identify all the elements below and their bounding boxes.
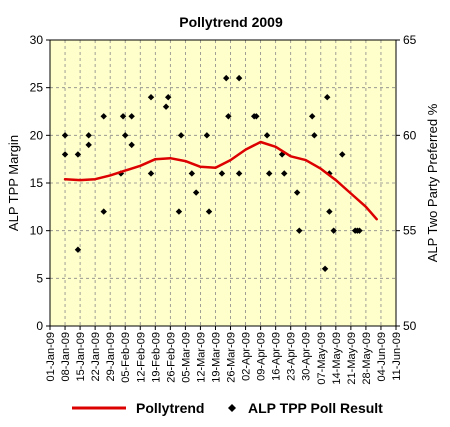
- poll-result-point: [235, 170, 243, 177]
- x-tick-label: 04-Jun-09: [376, 332, 388, 382]
- x-tick-label: 12-Feb-09: [135, 332, 147, 383]
- x-tick-label: 15-Jan-09: [75, 332, 87, 382]
- legend: Pollytrend ALP TPP Poll Result: [72, 400, 383, 416]
- x-tick-label: 12-Mar-09: [195, 332, 207, 383]
- poll-result-point: [192, 189, 200, 196]
- poll-result-point: [164, 94, 172, 101]
- y2-axis-title: ALP Two Party Preferred %: [425, 103, 440, 262]
- y-tick-label: 25: [30, 81, 44, 95]
- poll-result-point: [100, 113, 107, 120]
- poll-result-point: [162, 103, 170, 110]
- legend-label-poll-result: ALP TPP Poll Result: [248, 400, 383, 416]
- pollytrend-line-group: [63, 140, 378, 221]
- poll-result-point: [74, 246, 82, 253]
- poll-result-point: [311, 132, 318, 139]
- poll-result-point: [339, 151, 346, 158]
- x-tick-label: 22-Jan-09: [90, 332, 102, 382]
- y-axis-title: ALP TPP Margin: [6, 135, 21, 231]
- poll-result-point: [205, 208, 213, 215]
- poll-result-point: [177, 132, 185, 139]
- poll-result-point: [225, 113, 232, 120]
- poll-result-point: [293, 189, 301, 196]
- poll-result-point: [296, 227, 303, 234]
- poll-result-point: [235, 74, 243, 82]
- poll-result-point: [330, 227, 337, 234]
- poll-result-point: [203, 132, 211, 139]
- x-tick-label: 05-Feb-09: [120, 332, 132, 383]
- poll-result-point: [128, 113, 135, 120]
- poll-result-point: [147, 94, 155, 101]
- y-tick-label: 30: [30, 33, 44, 47]
- x-tick-label: 14-May-09: [331, 332, 343, 385]
- poll-result-point: [85, 141, 92, 149]
- x-tick-label: 19-Feb-09: [150, 332, 162, 383]
- x-tick-label: 01-Jan-09: [45, 332, 57, 382]
- legend-diamond-icon: [228, 404, 236, 412]
- poll-result-point: [308, 113, 316, 120]
- pollytrend-line: [63, 140, 378, 221]
- poll-result-point: [100, 208, 107, 215]
- legend-label-pollytrend: Pollytrend: [136, 400, 204, 416]
- poll-result-point: [128, 141, 135, 149]
- y-axis-left: 0 5 10 15 20 25 30: [30, 33, 50, 333]
- y-tick-label: 10: [30, 224, 44, 238]
- poll-result-point: [266, 170, 273, 177]
- poll-result-point: [263, 132, 271, 139]
- x-tick-label: 29-Jan-09: [105, 332, 117, 382]
- poll-result-point: [61, 132, 69, 139]
- poll-result-point: [61, 151, 69, 158]
- x-tick-label: 21-May-09: [346, 332, 358, 385]
- y-tick-label: 20: [30, 128, 44, 142]
- x-tick-label: 23-Apr-09: [286, 332, 298, 381]
- x-tick-label: 26-Mar-09: [226, 332, 238, 383]
- x-tick-label: 16-Apr-09: [271, 332, 283, 381]
- poll-result-point: [281, 170, 288, 177]
- poll-result-point: [147, 170, 155, 177]
- poll-result-point: [175, 208, 183, 215]
- poll-result-point: [74, 151, 82, 158]
- y-axis-right: 50 55 60 65: [396, 33, 417, 333]
- poll-result-point: [356, 227, 363, 234]
- x-tick-label: 09-Apr-09: [256, 332, 268, 381]
- x-tick-label: 11-Jun-09: [391, 332, 403, 381]
- x-axis: 01-Jan-09 08-Jan-09 15-Jan-09 22-Jan-09 29-J…: [45, 326, 403, 385]
- poll-result-point: [321, 265, 329, 272]
- x-tick-label: 07-May-09: [316, 332, 328, 385]
- x-tick-label: 08-Jan-09: [60, 332, 72, 382]
- poll-result-point: [122, 132, 129, 139]
- y2-tick-label: 55: [403, 224, 417, 238]
- poll-result-point: [223, 74, 230, 82]
- poll-result-point: [218, 170, 226, 177]
- chart-title: Pollytrend 2009: [179, 14, 283, 30]
- y-tick-label: 0: [36, 319, 43, 333]
- x-tick-label: 02-Apr-09: [241, 332, 253, 381]
- y2-tick-label: 60: [403, 128, 417, 142]
- poll-result-point: [326, 208, 333, 215]
- poll-result-point: [253, 113, 260, 120]
- x-tick-label: 19-Mar-09: [210, 332, 222, 383]
- poll-result-point: [324, 94, 331, 101]
- x-tick-label: 28-May-09: [361, 332, 373, 385]
- y-tick-label: 5: [36, 271, 43, 285]
- y2-tick-label: 65: [403, 33, 417, 47]
- poll-result-point: [188, 170, 196, 177]
- poll-result-point: [119, 113, 127, 120]
- y-tick-label: 15: [30, 176, 44, 190]
- y2-tick-label: 50: [403, 319, 417, 333]
- x-tick-label: 26-Feb-09: [165, 332, 177, 383]
- poll-result-point: [85, 132, 92, 139]
- x-tick-label: 30-Apr-09: [301, 332, 313, 381]
- x-tick-label: 05-Mar-09: [180, 332, 192, 383]
